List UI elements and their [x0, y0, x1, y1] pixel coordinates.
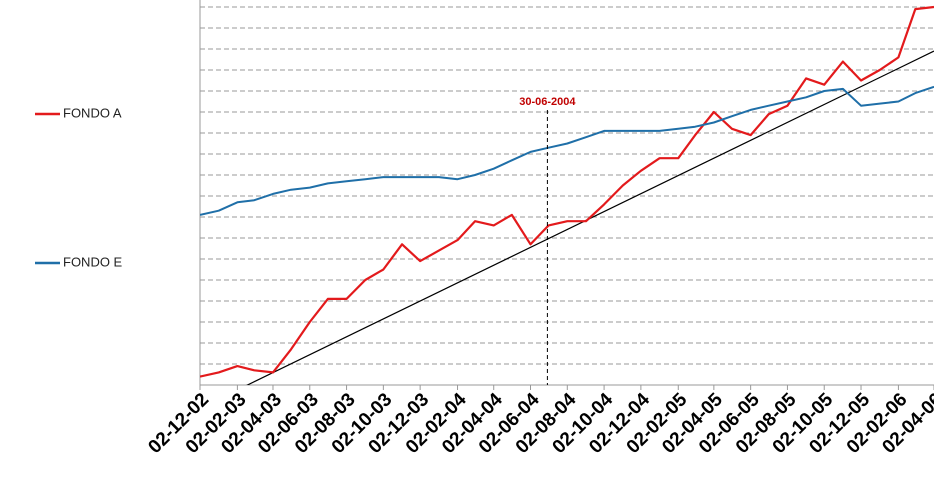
plot-area [200, 5, 934, 385]
legend-label: FONDO A [63, 105, 122, 120]
legend-label: FONDO E [63, 254, 123, 269]
trend-line [246, 50, 934, 385]
series-line [200, 5, 934, 378]
series-line [200, 85, 934, 216]
annotation-label: 30-06-2004 [519, 96, 576, 108]
